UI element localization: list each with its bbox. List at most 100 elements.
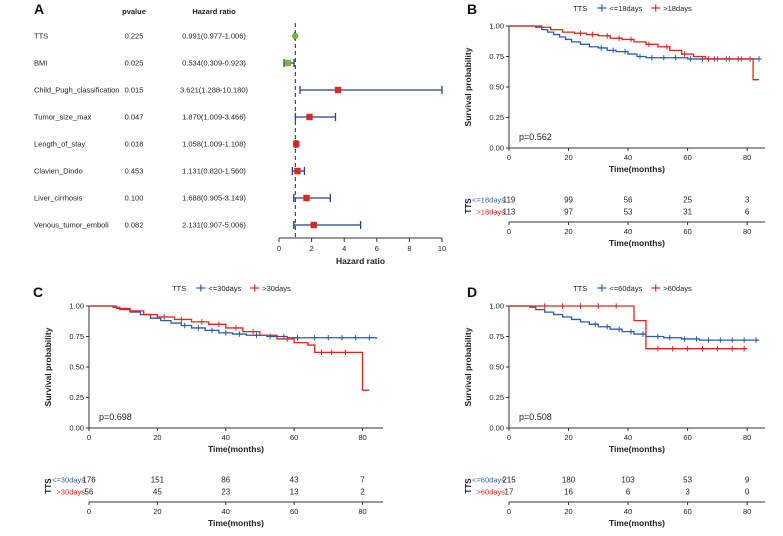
y-tick-label: 0.50	[69, 363, 84, 372]
risk-axis-tick-label: 20	[564, 227, 572, 236]
y-axis-label: Survival probability	[463, 47, 473, 126]
panel-label-d: D	[467, 284, 478, 300]
risk-count: 13	[290, 488, 299, 497]
risk-row-label: >18days	[476, 208, 505, 217]
risk-count: 43	[290, 476, 299, 485]
p-value: p=0.562	[519, 132, 552, 142]
hr-marker	[303, 194, 310, 202]
km-curve	[89, 305, 370, 391]
x-tick-label: 60	[290, 433, 298, 442]
y-tick-label: 1.00	[69, 302, 84, 311]
risk-count: 53	[624, 208, 633, 217]
risk-axis-tick-label: 60	[683, 227, 691, 236]
x-tick-label: 60	[683, 433, 691, 442]
km-plot-b: TTS <=18days >18days 0.00 0.25 0.50 0.75 1.00 0 2…	[459, 0, 777, 267]
y-tick-label: 0.25	[69, 393, 84, 402]
risk-axis-tick-label: 80	[743, 227, 751, 236]
risk-count: 176	[82, 476, 96, 485]
legend-entry: >30days	[262, 284, 291, 293]
x-tick-label: 8	[407, 244, 411, 253]
y-tick-label: 0.75	[489, 52, 504, 61]
hr-marker	[291, 32, 299, 40]
x-tick-label: 10	[438, 244, 446, 253]
x-tick-label: 20	[564, 153, 572, 162]
legend-entry: >60days	[663, 284, 692, 293]
panel-c: C TTS <=30days >30days 0.00 0.25 0.50 0.75 1.00…	[25, 272, 425, 536]
risk-count: 151	[151, 476, 165, 485]
x-axis-label: Time(months)	[208, 444, 264, 454]
forest-row-hr: 2.131(0.907-5.006)	[182, 221, 246, 230]
p-value: p=0.508	[519, 412, 552, 422]
risk-axis-label: Time(months)	[609, 238, 665, 248]
risk-count: 31	[683, 208, 692, 217]
forest-row-hr: 0.534(0.309-0.923)	[182, 59, 246, 68]
x-tick-label: 0	[87, 433, 91, 442]
risk-count: 6	[626, 488, 631, 497]
forest-plot-svg: pvalue Hazard ratio TTS 0.225 0.991(0.977-1.…	[34, 7, 446, 266]
x-tick-label: 80	[743, 153, 751, 162]
hr-marker	[294, 167, 301, 175]
x-tick-label: 20	[564, 433, 572, 442]
risk-count: 17	[505, 488, 514, 497]
legend-title: TTS	[573, 4, 587, 13]
y-tick-label: 0.50	[489, 83, 504, 92]
x-tick-label: 0	[507, 433, 511, 442]
risk-axis-tick-label: 60	[683, 507, 691, 516]
risk-axis-tick-label: 0	[507, 507, 511, 516]
forest-row-label: Clavien_Dindo	[34, 167, 83, 176]
col-header-hr: Hazard ratio	[192, 7, 236, 16]
legend-entry: <=18days	[609, 4, 642, 13]
risk-count: 86	[221, 476, 230, 485]
risk-count: 3	[685, 488, 690, 497]
x-tick-label: 6	[375, 244, 379, 253]
x-tick-label: 80	[743, 433, 751, 442]
risk-table-group-label: TTS	[464, 478, 473, 494]
risk-count: 103	[621, 476, 635, 485]
risk-count: 25	[683, 196, 692, 205]
x-tick-label: 20	[153, 433, 161, 442]
forest-plot: pvalue Hazard ratio TTS 0.225 0.991(0.977-1.…	[34, 2, 446, 273]
risk-count: 56	[624, 196, 633, 205]
panel-label-b: B	[467, 1, 478, 17]
forest-row-label: BMI	[34, 59, 47, 68]
forest-row-label: Venous_tumor_emboli	[34, 221, 109, 230]
col-header-pvalue: pvalue	[122, 7, 146, 16]
forest-row-pvalue: 0.453	[125, 167, 144, 176]
x-tick-label: 40	[624, 153, 632, 162]
hr-marker	[306, 113, 313, 121]
forest-row-hr: 3.621(1.288-10.180)	[180, 86, 248, 95]
x-tick-label: 40	[624, 433, 632, 442]
risk-axis-tick-label: 20	[153, 507, 161, 516]
y-tick-label: 0.00	[489, 144, 504, 153]
x-tick-label: 60	[683, 153, 691, 162]
risk-row-label: <=60days	[472, 476, 505, 485]
y-axis-label: Survival probability	[463, 327, 473, 406]
risk-axis-tick-label: 40	[222, 507, 230, 516]
y-tick-label: 0.00	[489, 424, 504, 433]
risk-row-label: <=18days	[472, 196, 505, 205]
risk-count: 56	[85, 488, 94, 497]
y-axis-label: Survival probability	[43, 327, 53, 406]
risk-count: 6	[745, 208, 750, 217]
forest-row-pvalue: 0.025	[125, 59, 144, 68]
legend-title: TTS	[573, 284, 587, 293]
km-curve	[509, 25, 760, 81]
forest-row-hr: 1.688(0.905-3.149)	[182, 194, 246, 203]
risk-count: 23	[221, 488, 230, 497]
y-tick-label: 0.50	[489, 363, 504, 372]
legend-entry: <=30days	[208, 284, 241, 293]
x-tick-label: 0	[507, 153, 511, 162]
risk-count: 119	[503, 196, 516, 205]
risk-count: 113	[503, 208, 516, 217]
y-tick-label: 1.00	[489, 22, 504, 31]
forest-row-pvalue: 0.100	[125, 194, 144, 203]
risk-axis-label: Time(months)	[609, 518, 665, 528]
forest-row-label: TTS	[34, 32, 48, 41]
forest-row-hr: 1.131(0.820-1.560)	[182, 167, 246, 176]
risk-table-group-label: TTS	[464, 198, 473, 214]
legend-title: TTS	[172, 284, 186, 293]
hr-marker	[293, 140, 300, 148]
y-tick-label: 0.75	[69, 332, 84, 341]
panel-label-c: C	[33, 284, 44, 300]
